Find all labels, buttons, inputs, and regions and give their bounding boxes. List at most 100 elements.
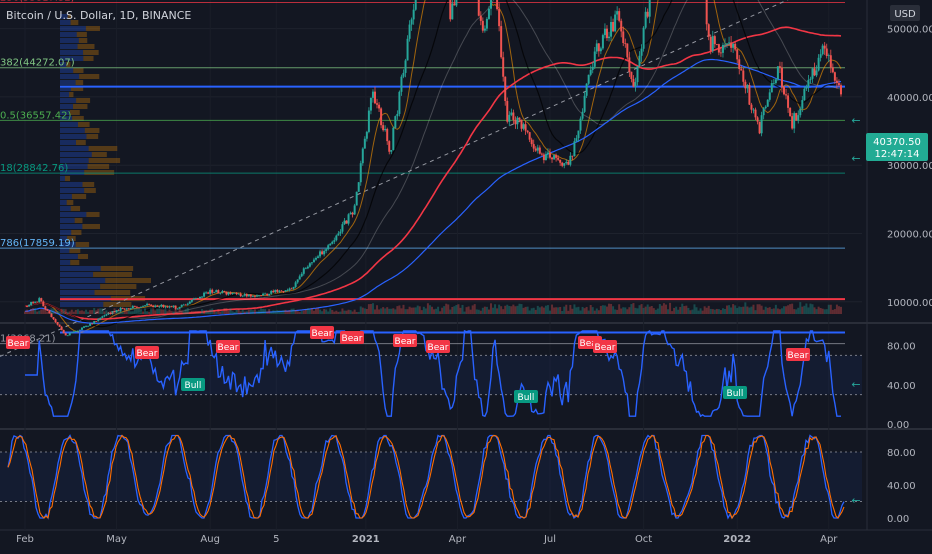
candle-body — [512, 112, 515, 120]
candle-body — [726, 43, 729, 45]
volume-profile-bar — [65, 176, 71, 181]
candle-body — [622, 31, 625, 43]
candle-body — [194, 298, 197, 299]
candle-body — [510, 112, 513, 115]
volume-profile-bar — [94, 290, 131, 295]
volume-bar — [787, 305, 790, 314]
volume-bar — [807, 307, 810, 314]
candle-body — [274, 289, 277, 293]
candle-body — [312, 259, 315, 263]
candle-body — [736, 49, 739, 60]
candle-body — [799, 108, 802, 116]
price-tick-label: 10000.00 — [887, 298, 932, 309]
candle-body — [642, 27, 645, 49]
volume-bar — [184, 309, 187, 314]
volume-bar — [38, 310, 41, 314]
candle-body — [489, 0, 492, 9]
candle-body — [583, 95, 586, 112]
volume-bar — [693, 304, 696, 314]
volume-bar — [514, 306, 517, 314]
volume-bar — [555, 307, 558, 314]
alert-arrow-icon[interactable]: ← — [851, 378, 860, 391]
volume-bar — [451, 306, 454, 314]
alert-arrow-icon[interactable]: ← — [851, 152, 860, 165]
candle-body — [546, 152, 549, 155]
signal-text: Bull — [518, 393, 535, 403]
volume-bar — [479, 310, 482, 314]
candle-body — [557, 157, 560, 160]
volume-profile-bar — [87, 164, 110, 169]
alert-arrow-icon[interactable]: ← — [851, 114, 860, 127]
volume-profile-bar — [69, 92, 74, 97]
volume-bar — [302, 310, 305, 314]
candle-body — [304, 268, 307, 270]
volume-bar — [638, 305, 641, 314]
signal-text: Bear — [595, 343, 616, 353]
volume-bar — [229, 308, 232, 314]
candle-body — [154, 305, 157, 308]
volume-bar — [671, 311, 674, 314]
volume-bar — [333, 311, 336, 314]
candle-body — [205, 292, 208, 294]
trend-line — [0, 0, 789, 357]
volume-profile-bar — [83, 56, 94, 61]
rsi-signal-label: Bear — [393, 334, 417, 347]
candle-body — [408, 24, 411, 39]
time-tick-label: Oct — [635, 534, 652, 545]
candle-body — [272, 290, 275, 293]
volume-bar — [618, 304, 621, 314]
symbol-title[interactable]: Bitcoin / U.S. Dollar, 1D, BINANCE — [6, 9, 191, 22]
candle-body — [117, 310, 120, 311]
panel-separator[interactable] — [0, 322, 932, 324]
candle-body — [563, 163, 566, 166]
volume-bar — [660, 305, 663, 314]
volume-bar — [410, 307, 413, 314]
candle-body — [213, 292, 216, 294]
candle-body — [589, 69, 592, 75]
signal-text: Bull — [185, 381, 202, 391]
volume-profile-bar — [70, 260, 80, 265]
volume-bar — [520, 304, 523, 314]
volume-profile-bar — [60, 278, 106, 283]
candle-body — [713, 36, 716, 45]
volume-bar — [146, 311, 149, 314]
candle-body — [719, 52, 722, 54]
candle-body — [705, 0, 708, 25]
candle-body — [579, 118, 582, 131]
alert-arrow-icon[interactable]: ← — [851, 494, 860, 507]
candle-body — [481, 20, 484, 31]
candle-body — [296, 279, 299, 283]
volume-profile-bar — [60, 290, 95, 295]
candle-body — [282, 291, 285, 292]
volume-bar — [793, 309, 796, 314]
volume-profile-bar — [76, 98, 91, 103]
volume-profile-bar — [77, 44, 95, 49]
volume-bar — [723, 308, 726, 314]
candles — [26, 0, 842, 337]
volume-bar — [376, 305, 379, 314]
time-tick-label: 5 — [273, 534, 279, 545]
volume-bar — [494, 304, 497, 314]
volume-bar — [719, 310, 722, 314]
volume-bar — [262, 308, 265, 314]
volume-bar — [221, 310, 224, 314]
volume-bar — [630, 304, 633, 314]
candle-body — [288, 288, 291, 291]
candle-body — [166, 306, 169, 308]
candle-body — [290, 288, 293, 290]
candle-body — [390, 150, 393, 152]
candle-body — [811, 68, 814, 79]
volume-bar — [768, 307, 771, 314]
volume-bar — [369, 303, 372, 314]
candle-body — [233, 292, 236, 294]
candle-body — [585, 83, 588, 96]
candle-body — [555, 155, 558, 158]
candle-body — [809, 78, 812, 80]
candle-body — [774, 79, 777, 84]
currency-badge[interactable] — [890, 5, 920, 21]
panel-separator[interactable] — [0, 428, 932, 430]
volume-bar — [801, 306, 804, 314]
candle-body — [201, 296, 204, 298]
